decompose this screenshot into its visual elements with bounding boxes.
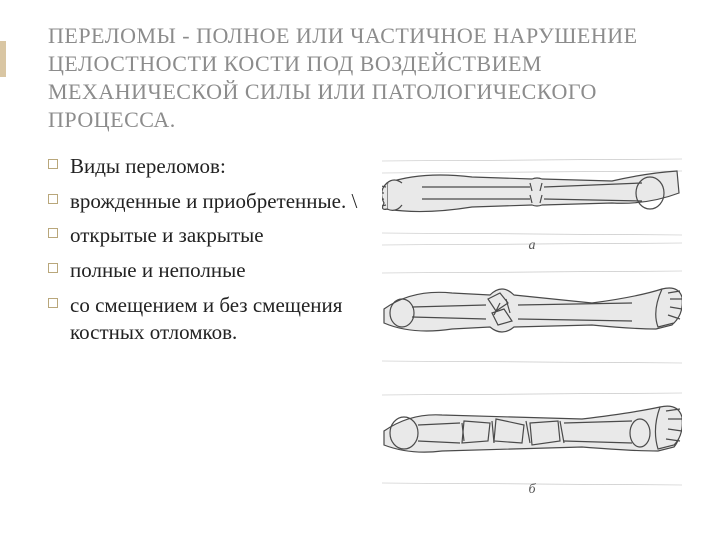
figure-forearm: а [382, 153, 682, 253]
accent-bar [0, 41, 6, 77]
text-column: Виды переломов: врожденные и приобретенн… [48, 153, 368, 498]
image-column: а [380, 153, 684, 498]
list-item: полные и неполные [48, 257, 368, 284]
list-item: открытые и закрытые [48, 222, 368, 249]
list-item: со смещением и без смещения костных отло… [48, 292, 368, 346]
figure-leg-bottom: б [382, 383, 682, 498]
list-item: врожденные и приобретенные. \ [48, 188, 368, 215]
figure-leg-mid [382, 263, 682, 373]
leg-fragments-sketch-icon: б [382, 383, 682, 498]
bullet-list: Виды переломов: врожденные и приобретенн… [48, 153, 368, 346]
list-item: Виды переломов: [48, 153, 368, 180]
figure-label-b: б [528, 482, 536, 497]
forearm-sketch-icon: а [382, 153, 682, 253]
slide: ПЕРЕЛОМЫ - ПОЛНОЕ ИЛИ ЧАСТИЧНОЕ НАРУШЕНИ… [0, 0, 720, 540]
slide-body: Виды переломов: врожденные и приобретенн… [48, 153, 684, 498]
leg-sketch-icon [382, 263, 682, 373]
figure-label-a: а [529, 238, 536, 253]
slide-title: ПЕРЕЛОМЫ - ПОЛНОЕ ИЛИ ЧАСТИЧНОЕ НАРУШЕНИ… [48, 22, 684, 135]
